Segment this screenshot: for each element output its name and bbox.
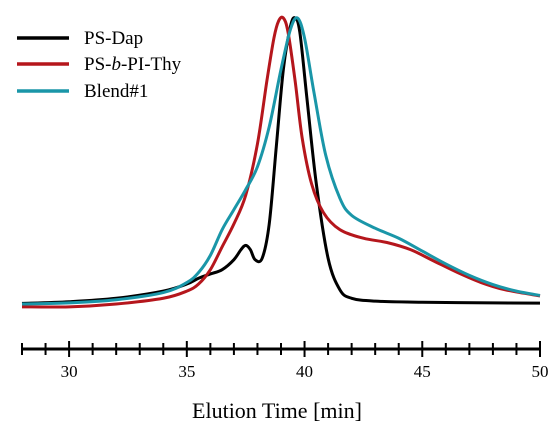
legend-label: PS-Dap <box>84 28 143 49</box>
x-tick-label: 35 <box>178 362 195 381</box>
x-tick-label: 50 <box>532 362 549 381</box>
series-line-ps-dap <box>21 16 541 305</box>
x-tick-label: 40 <box>296 362 313 381</box>
legend-label: Blend#1 <box>84 81 148 102</box>
x-tick-label: 30 <box>61 362 78 381</box>
series-line-blend-1 <box>21 16 541 306</box>
legend-label: PS-b-PI-Thy <box>84 54 182 75</box>
series-line-ps-b-pi-thy <box>21 15 541 309</box>
x-axis-tick-labels: 30 35 40 45 50 <box>61 362 549 381</box>
x-axis-ticks <box>21 341 541 357</box>
x-tick-label: 45 <box>414 362 431 381</box>
series-curves <box>21 15 541 309</box>
x-axis-title: Elution Time [min] <box>192 398 362 423</box>
legend: PS-Dap PS-b-PI-Thy Blend#1 <box>17 28 182 102</box>
